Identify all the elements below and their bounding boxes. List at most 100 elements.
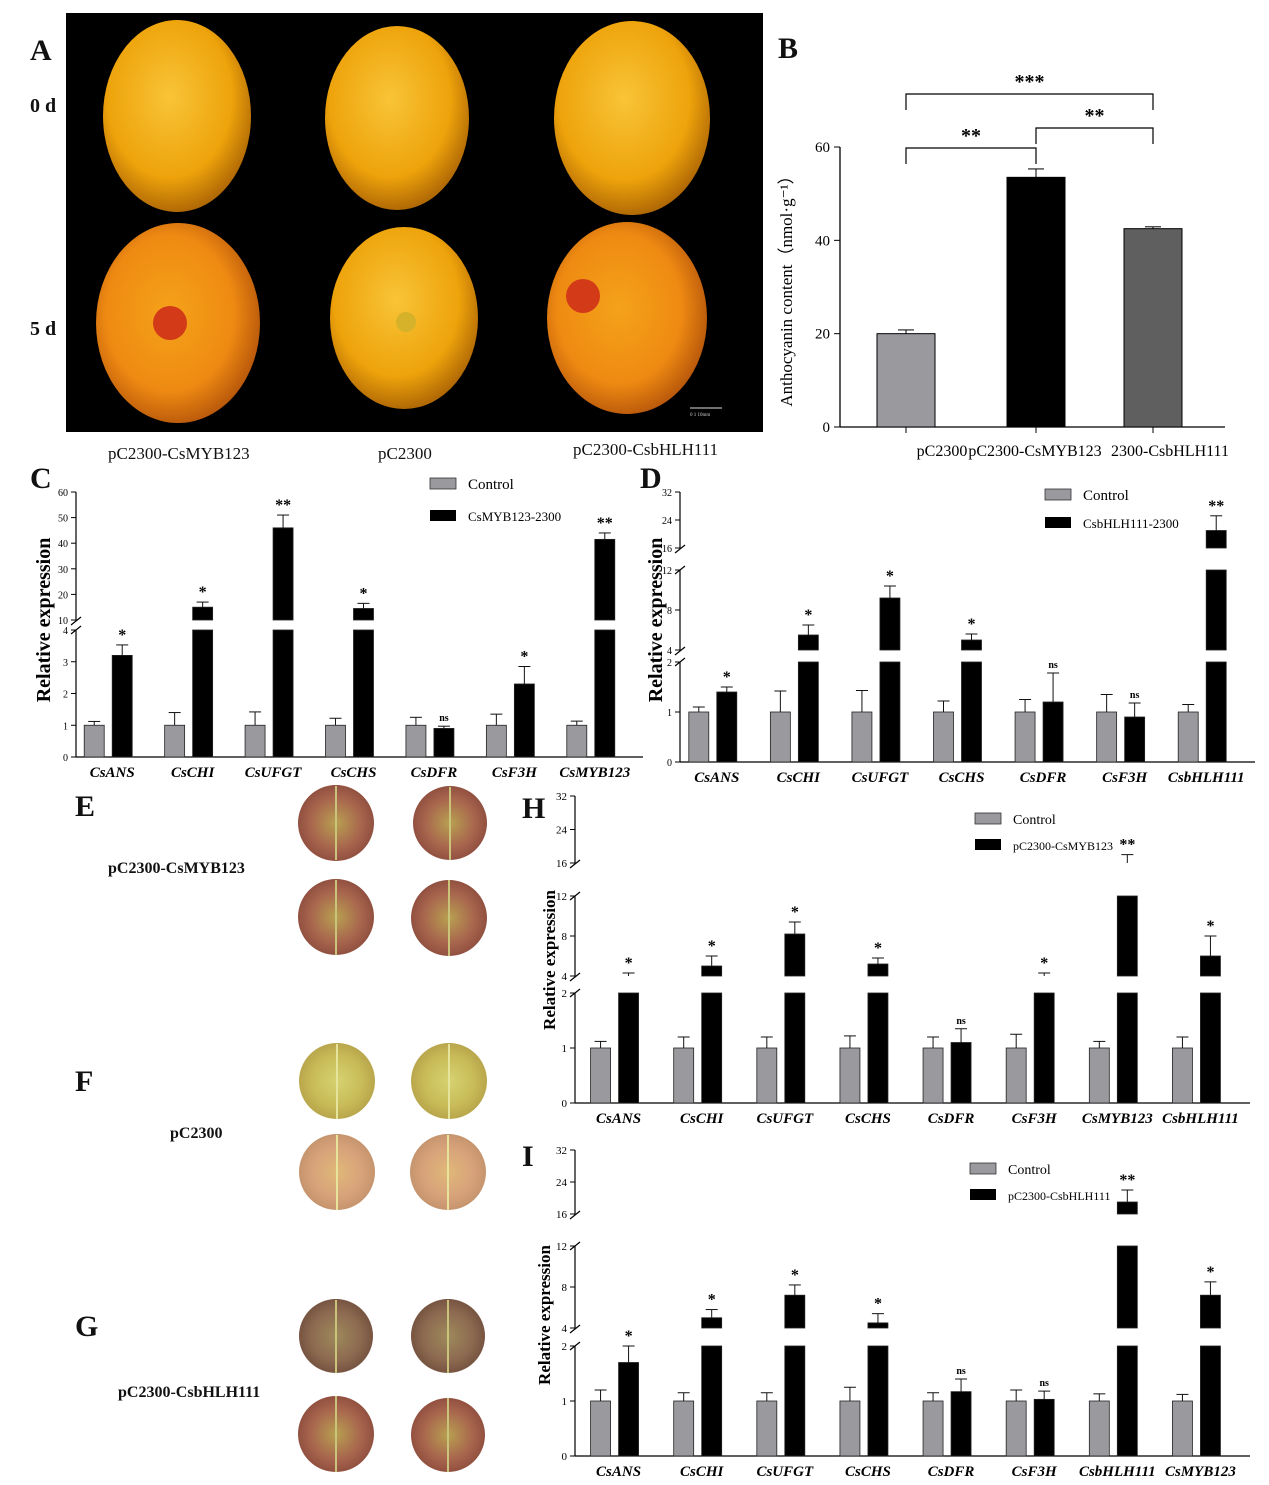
significance-label: *** [1015, 71, 1045, 93]
x-tick-label: CsANS [596, 1464, 641, 1480]
bar-treatment [797, 634, 819, 651]
bar-treatment [1205, 661, 1227, 763]
x-tick-label: CsMYB123 [559, 765, 630, 781]
x-tick-label: CsF3H [492, 765, 538, 781]
bar-treatment [950, 1042, 972, 1104]
x-tick-label: CsDFR [411, 765, 458, 781]
legend-swatch-control [429, 477, 457, 490]
bar-control [769, 711, 791, 763]
x-tick-label: CsCHI [680, 1464, 725, 1480]
significance-label: * [708, 938, 716, 955]
x-tick-label: CsUFGT [245, 765, 303, 781]
significance-label: * [199, 584, 207, 601]
legend-label-treatment: CsbHLH111-2300 [1083, 516, 1179, 531]
red-spot-myb [153, 306, 187, 340]
y-tick-label: 40 [815, 233, 830, 249]
bar-treatment [867, 992, 889, 1104]
bar-treatment [594, 629, 616, 758]
legend-swatch-treatment [970, 1189, 996, 1200]
significance-label: ns [1048, 660, 1058, 671]
y-tick-label: 20 [58, 590, 68, 601]
bar-treatment [594, 538, 616, 621]
bar-treatment [1200, 1345, 1221, 1457]
significance-label: * [968, 616, 976, 633]
significance-label: ** [1208, 498, 1224, 515]
y-axis-label: Anthocyanin content（nmol·g⁻¹） [777, 167, 796, 406]
x-tick-label: CsCHI [777, 770, 822, 786]
x-tick-label: CsCHS [331, 765, 377, 781]
chart-b: 0 20 40 60 Anthocyanin content（nmol·g⁻¹） pC23… [777, 71, 1229, 460]
axis-break-mark [674, 544, 686, 554]
y-tick-label: 8 [562, 931, 568, 943]
bar-control [839, 1400, 861, 1457]
bar-treatment [192, 629, 214, 758]
significance-label: * [874, 1296, 882, 1313]
y-tick-label: 24 [556, 1177, 568, 1189]
bar-control [164, 724, 186, 758]
bar-control [590, 1400, 611, 1457]
bar-treatment [1116, 1201, 1138, 1215]
bar-treatment [701, 992, 723, 1104]
legend-swatch-treatment [430, 510, 456, 521]
significance-label: ** [597, 515, 613, 532]
significance-bracket [1035, 127, 1154, 144]
axis-break-mark [70, 616, 82, 626]
bar-treatment [879, 661, 901, 763]
legend-label-treatment: pC2300-CsMYB123 [1013, 839, 1113, 853]
bar-treatment [1200, 992, 1221, 1104]
significance-label: ns [1130, 690, 1140, 701]
bar-treatment [701, 1317, 723, 1329]
y-tick-label: 4 [63, 626, 68, 637]
axis-break-mark [569, 859, 581, 869]
y-tick-label: 2 [63, 690, 68, 701]
bar-control [922, 1047, 944, 1104]
y-tick-label: 50 [58, 514, 68, 525]
significance-label: * [791, 904, 799, 921]
x-tick-label: CsF3H [1012, 1464, 1058, 1480]
fruit-0d-bhlh [554, 21, 710, 215]
y-tick-label: 2 [562, 1341, 568, 1353]
panel-c-label: C [30, 462, 52, 495]
x-tick-label: CsMYB123 [1165, 1464, 1236, 1480]
y-tick-label: 2 [667, 658, 672, 669]
y-tick-label: 1 [63, 721, 68, 732]
significance-label: ** [1119, 837, 1135, 854]
x-tick-label: CsANS [694, 770, 739, 786]
bar-control [1088, 1400, 1110, 1457]
bar-treatment [513, 683, 535, 758]
legend-swatch-control [969, 1162, 997, 1175]
significance-label: ns [956, 1016, 966, 1027]
y-axis-label: Relative expression [535, 1244, 554, 1384]
bar-control [244, 724, 266, 758]
panel-a-label: A [30, 34, 52, 67]
bar-treatment [961, 639, 982, 651]
bar-control [590, 1047, 611, 1104]
bar [1123, 228, 1183, 428]
x-tick-label: CsDFR [1020, 770, 1067, 786]
y-tick-label: 24 [556, 825, 568, 837]
axis-break-mark [569, 1324, 581, 1334]
bar-treatment [879, 597, 901, 651]
significance-label: ns [1039, 1378, 1049, 1389]
y-tick-label: 4 [562, 971, 568, 983]
y-tick-label: 0 [823, 420, 831, 436]
y-axis-label: Relative expression [33, 538, 55, 703]
bar-treatment [618, 992, 639, 1104]
y-tick-label: 1 [667, 708, 672, 719]
y-tick-label: 4 [667, 646, 672, 657]
bar-treatment [433, 728, 455, 758]
bar-treatment [192, 606, 214, 621]
significance-label: * [520, 649, 528, 666]
chart-c: 0 1 2 3 410 20 30 40 50 60 Relative expression * CsA… [33, 477, 643, 781]
bar-control [688, 711, 710, 763]
y-tick-label: 8 [562, 1282, 568, 1294]
x-tick-label: pC2300-CsMYB123 [968, 443, 1101, 460]
y-tick-label: 60 [815, 140, 830, 156]
significance-bracket [905, 147, 1037, 164]
bar-control [325, 724, 346, 758]
bar-treatment [272, 629, 294, 758]
bar-control [1177, 711, 1199, 763]
sample-label-g: pC2300-CsbHLH111 [118, 1384, 261, 1401]
bar-treatment [784, 992, 806, 1104]
